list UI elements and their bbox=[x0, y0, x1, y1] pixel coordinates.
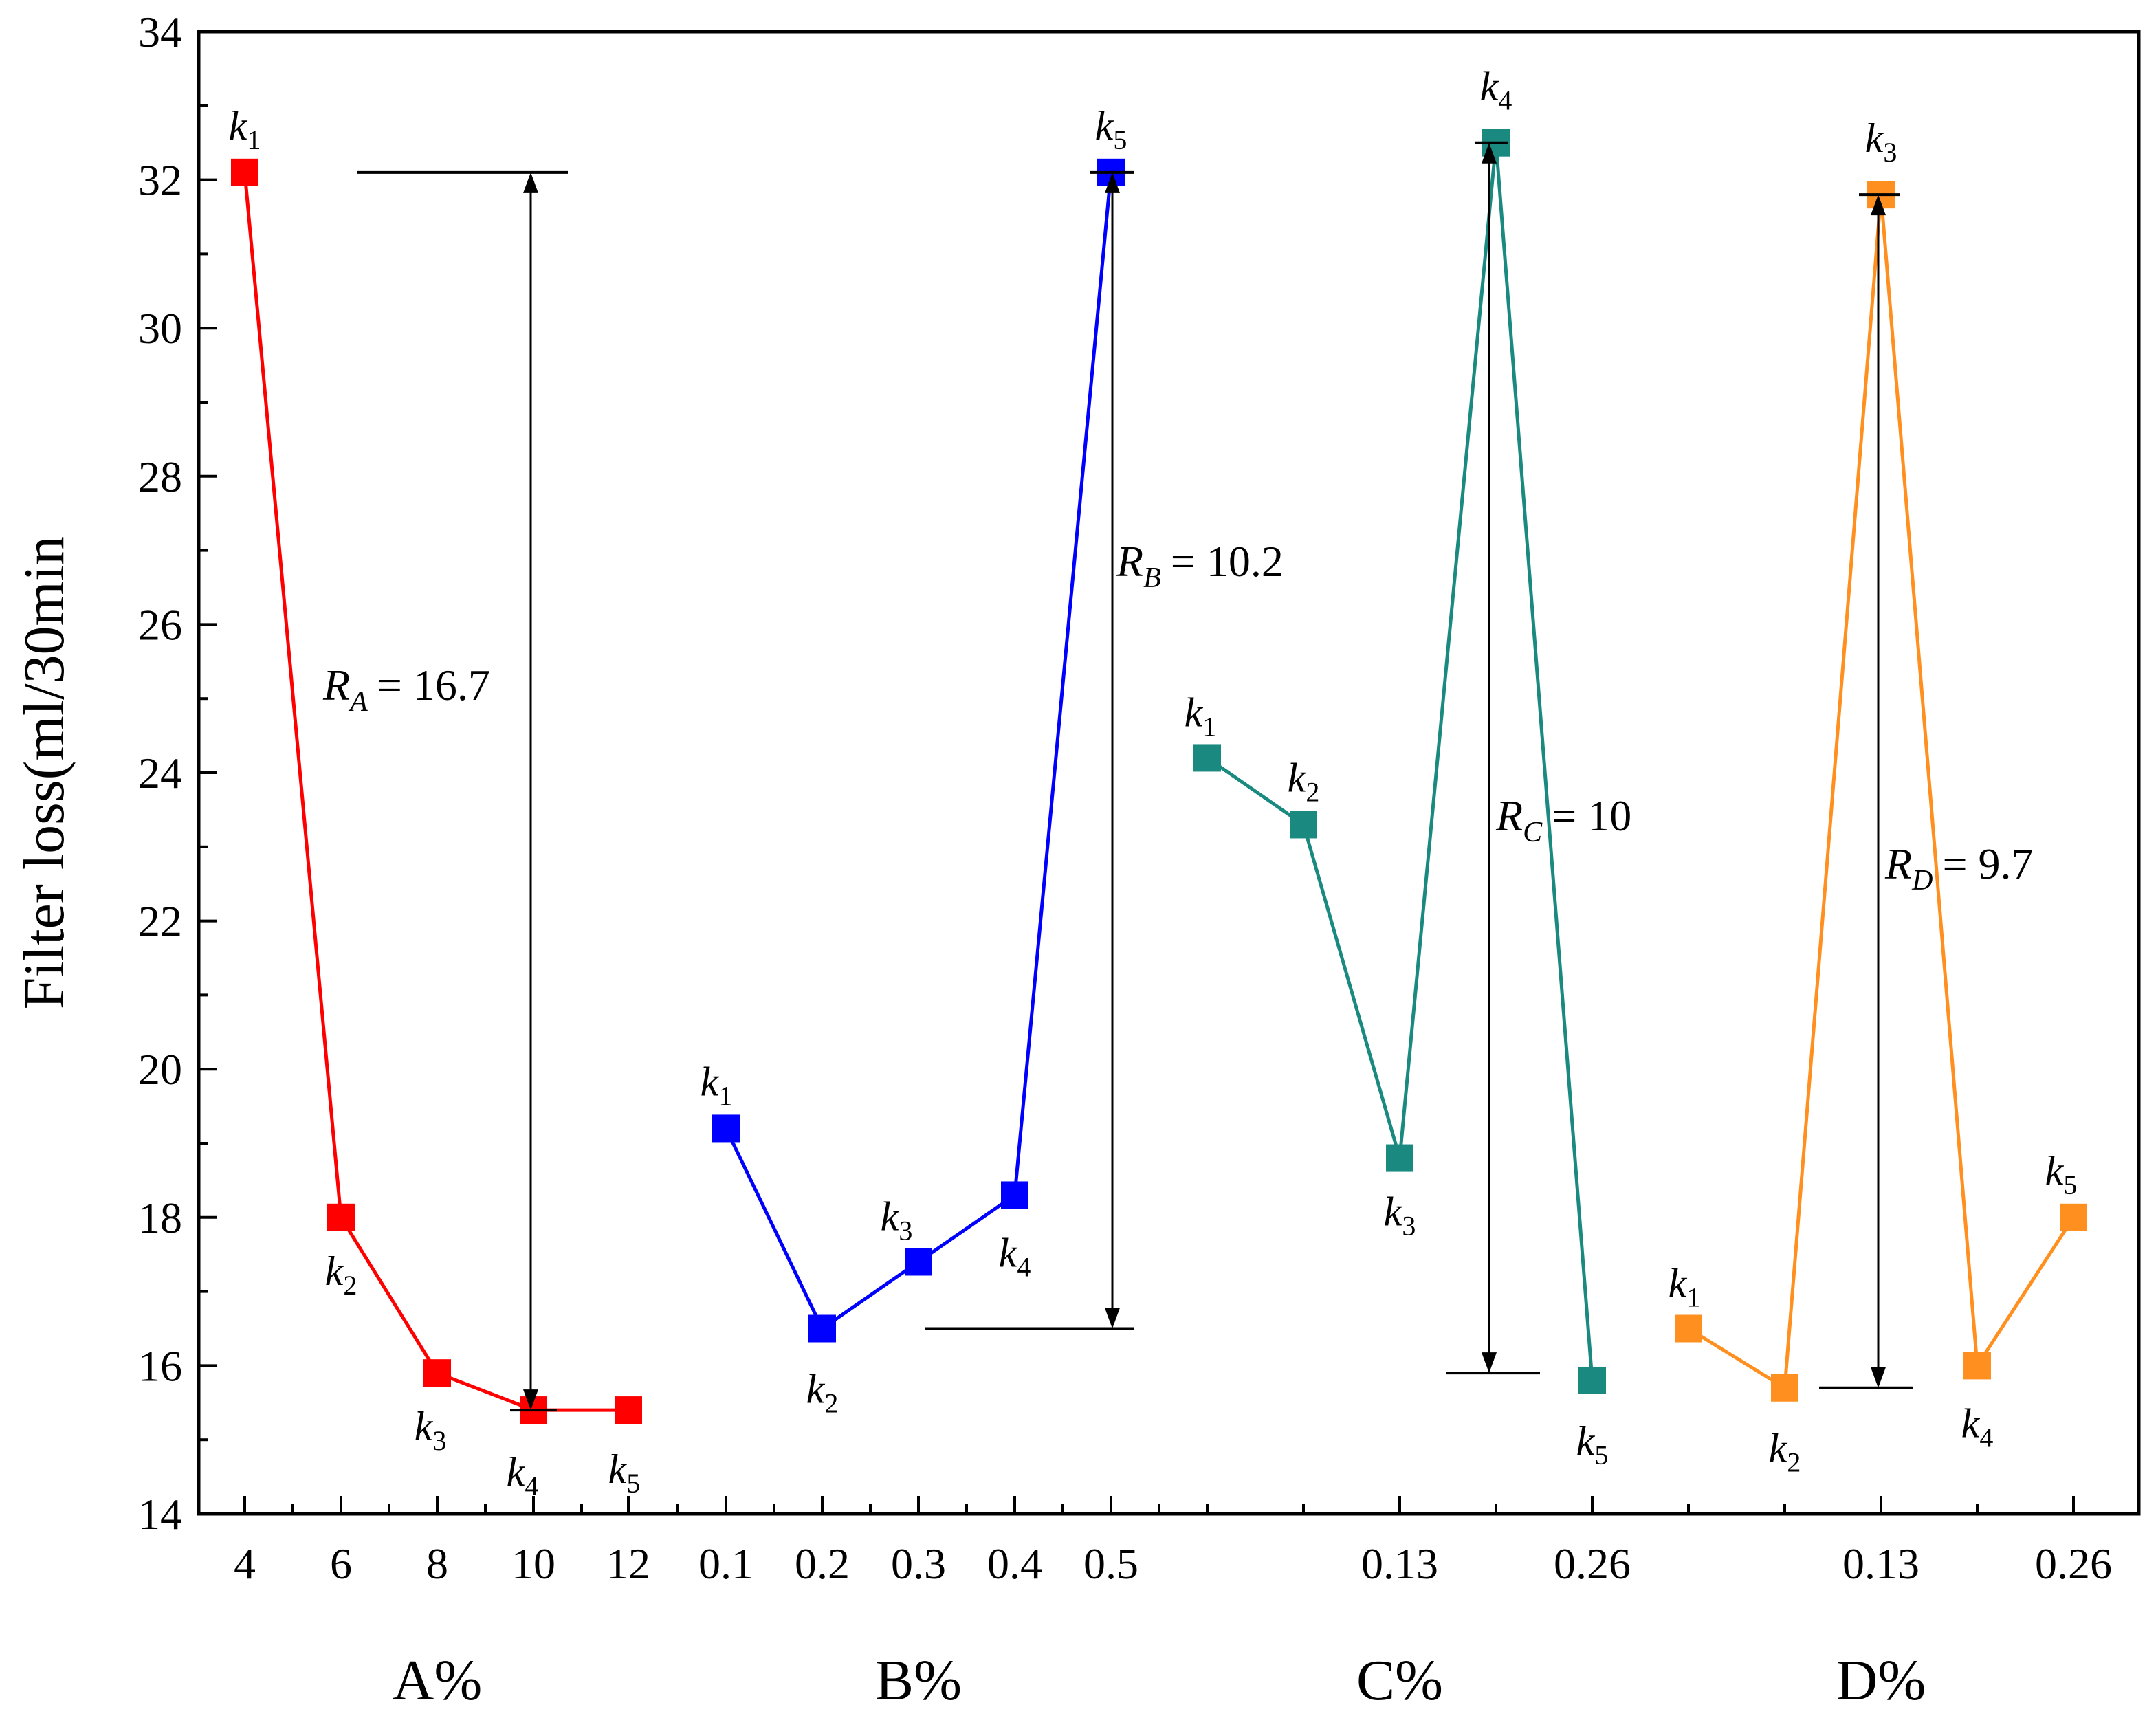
x-tick-label-a: 8 bbox=[426, 1539, 448, 1588]
point-label-b-k3: k3 bbox=[881, 1194, 913, 1246]
point-label-a-k4: k4 bbox=[507, 1449, 539, 1502]
point-label-b-k2: k2 bbox=[806, 1367, 839, 1419]
range-arrow-head-up bbox=[523, 172, 538, 193]
data-point-d-k1 bbox=[1675, 1314, 1702, 1343]
range-annotation-a: RA = 16.7 bbox=[322, 170, 568, 1412]
point-label-a-k5: k5 bbox=[608, 1446, 641, 1499]
point-label-d-k4: k4 bbox=[1961, 1400, 1994, 1453]
y-tick-label: 20 bbox=[138, 1045, 182, 1094]
group-title-a: A% bbox=[393, 1649, 483, 1713]
y-tick-label: 16 bbox=[138, 1341, 182, 1390]
point-label-d-k2: k2 bbox=[1769, 1426, 1801, 1478]
data-point-b-k4 bbox=[1001, 1181, 1028, 1209]
point-label-d-k3: k3 bbox=[1865, 116, 1898, 168]
x-tick-label-a: 6 bbox=[330, 1539, 352, 1588]
point-label-b-k4: k4 bbox=[999, 1230, 1031, 1282]
y-axis: 14 16 18 20 22 24 26 28 30 32 34 bbox=[138, 8, 217, 1539]
point-label-b-k5: k5 bbox=[1095, 103, 1128, 155]
point-label-c-k4: k4 bbox=[1480, 64, 1512, 116]
data-point-a-k3 bbox=[424, 1359, 451, 1387]
x-tick-label-d: 0.13 bbox=[1842, 1539, 1920, 1588]
series-layer: k1 k2 k3 k4 k5 RA = 16.7 k1 k2 k3 k4 k5 RB = 10.2 k1 k2… bbox=[229, 64, 2087, 1502]
data-point-d-k5 bbox=[2060, 1203, 2087, 1231]
range-label-a: RA = 16.7 bbox=[322, 661, 490, 718]
data-point-b-k1 bbox=[712, 1114, 740, 1143]
data-point-c-k5 bbox=[1578, 1366, 1606, 1394]
range-arrow-head-down bbox=[523, 1389, 538, 1411]
x-tick-label-b: 0.3 bbox=[891, 1539, 946, 1588]
data-point-d-k4 bbox=[1964, 1352, 1991, 1380]
x-tick-label-a: 10 bbox=[512, 1539, 556, 1588]
y-tick-label: 24 bbox=[138, 749, 182, 798]
point-label-a-k2: k2 bbox=[325, 1248, 358, 1301]
point-label-d-k1: k1 bbox=[1669, 1261, 1701, 1313]
range-arrow-head-up bbox=[1482, 142, 1497, 164]
range-annotation-c: RC = 10 bbox=[1446, 141, 1631, 1375]
point-label-c-k1: k1 bbox=[1185, 690, 1217, 742]
data-point-a-k1 bbox=[231, 158, 258, 186]
y-tick-label: 18 bbox=[138, 1194, 182, 1242]
x-tick-label-c: 0.26 bbox=[1554, 1539, 1631, 1588]
data-point-c-k2 bbox=[1290, 811, 1317, 839]
range-arrow-head-down bbox=[1105, 1308, 1120, 1329]
range-annotation-b: RB = 10.2 bbox=[925, 170, 1284, 1330]
series-line-b bbox=[724, 172, 1113, 1332]
series-line-d bbox=[1687, 194, 2076, 1392]
y-tick-label: 22 bbox=[138, 897, 182, 946]
data-point-c-k3 bbox=[1386, 1144, 1414, 1172]
series-line-a bbox=[243, 172, 628, 1412]
data-point-d-k2 bbox=[1771, 1374, 1798, 1402]
y-axis-title: Filter loss(ml/30min bbox=[12, 536, 76, 1009]
range-label-b: RB = 10.2 bbox=[1116, 537, 1284, 594]
plot-frame bbox=[197, 30, 2141, 1516]
y-tick-label: 34 bbox=[138, 8, 182, 56]
range-arrow-head-up bbox=[1105, 172, 1120, 193]
group-title-d: D% bbox=[1836, 1649, 1926, 1713]
y-tick-label: 32 bbox=[138, 156, 182, 205]
x-tick-label-b: 0.1 bbox=[698, 1539, 754, 1588]
y-tick-label: 28 bbox=[138, 452, 182, 501]
point-label-d-k5: k5 bbox=[2045, 1148, 2078, 1200]
x-tick-label-b: 0.2 bbox=[795, 1539, 850, 1588]
range-arrow-head-down bbox=[1871, 1367, 1886, 1388]
point-label-a-k3: k3 bbox=[415, 1404, 447, 1456]
x-tick-label-d: 0.26 bbox=[2035, 1539, 2112, 1588]
point-label-a-k1: k1 bbox=[229, 103, 261, 155]
y-tick-label: 26 bbox=[138, 600, 182, 649]
range-label-c: RC = 10 bbox=[1495, 791, 1631, 848]
data-point-c-k1 bbox=[1194, 744, 1221, 772]
group-title-c: C% bbox=[1356, 1649, 1443, 1713]
point-label-c-k2: k2 bbox=[1288, 755, 1320, 807]
y-tick-label: 30 bbox=[138, 304, 182, 353]
x-tick-label-b: 0.5 bbox=[1084, 1539, 1138, 1588]
point-label-b-k1: k1 bbox=[701, 1059, 733, 1111]
range-label-d: RD = 9.7 bbox=[1884, 839, 2034, 896]
point-label-c-k5: k5 bbox=[1576, 1418, 1609, 1471]
range-arrow-head-up bbox=[1871, 195, 1886, 216]
point-label-c-k3: k3 bbox=[1384, 1189, 1416, 1242]
x-axis: 4 6 8 10 12 A% 0.1 0.2 0.3 0.4 0.5 B% 0.13 0.26 C% 0.13… bbox=[234, 1496, 2112, 1713]
x-tick-label-c: 0.13 bbox=[1361, 1539, 1438, 1588]
y-tick-label: 14 bbox=[138, 1490, 182, 1539]
x-tick-label-a: 4 bbox=[234, 1539, 256, 1588]
range-arrow-head-down bbox=[1482, 1352, 1497, 1374]
range-annotation-d: RD = 9.7 bbox=[1819, 193, 2034, 1389]
data-point-b-k3 bbox=[905, 1248, 932, 1276]
group-title-b: B% bbox=[875, 1649, 962, 1713]
x-tick-label-a: 12 bbox=[606, 1539, 650, 1588]
data-point-a-k5 bbox=[615, 1396, 642, 1424]
data-point-b-k2 bbox=[808, 1314, 836, 1343]
data-point-a-k2 bbox=[327, 1203, 355, 1231]
x-tick-label-b: 0.4 bbox=[987, 1539, 1042, 1588]
